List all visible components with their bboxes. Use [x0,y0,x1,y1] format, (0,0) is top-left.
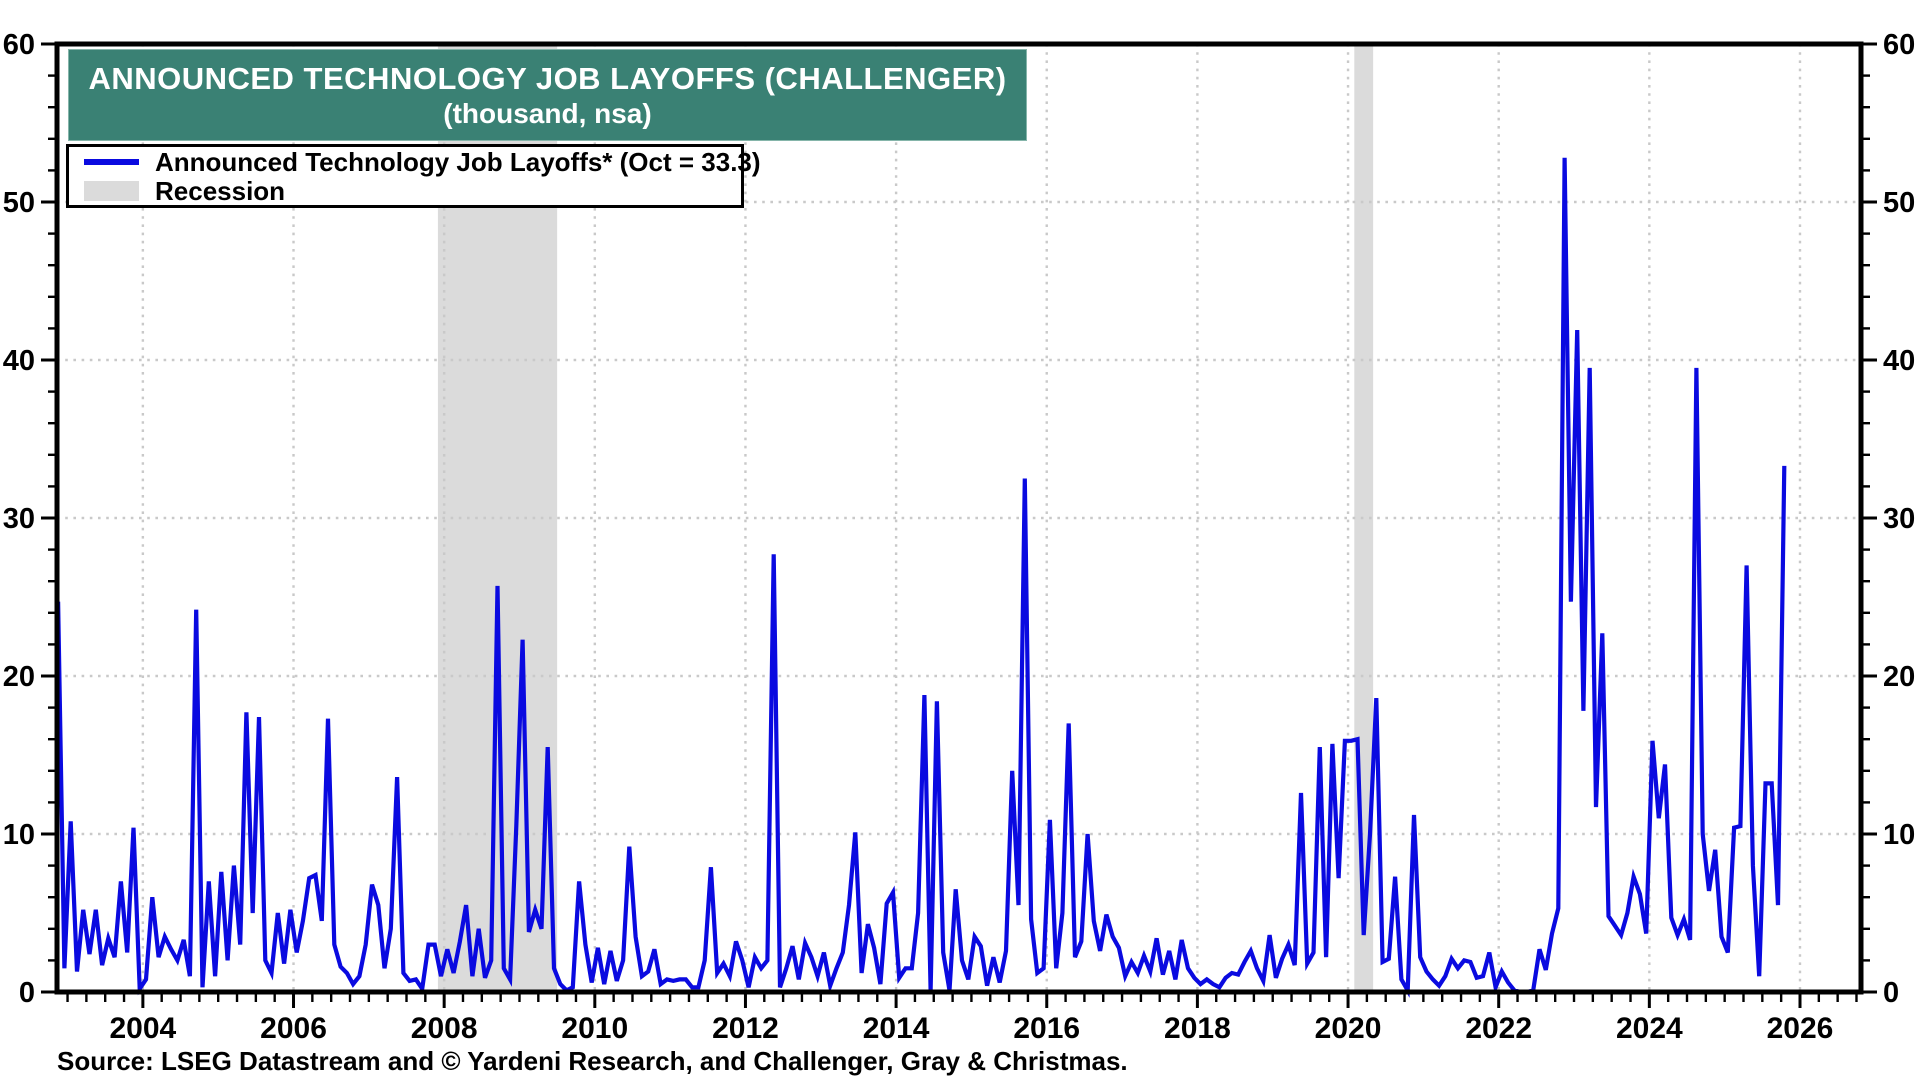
legend-item-recession: Recession [69,178,741,204]
x-tick-label: 2004 [109,1012,176,1045]
y-tick-label-left: 60 [3,29,35,61]
x-tick-label: 2024 [1616,1012,1683,1045]
layoffs-data-line [56,157,1787,998]
x-tick-label: 2016 [1013,1012,1080,1045]
y-tick-label-right: 20 [1883,661,1915,693]
x-tick-label: 2018 [1164,1012,1231,1045]
recession-label: Recession [155,175,286,206]
y-tick-label-right: 40 [1883,345,1915,377]
chart-subtitle: (thousand, nsa) [443,97,652,129]
y-tick-label-left: 40 [3,345,35,377]
y-tick-label-right: 50 [1883,187,1915,219]
x-tick-label: 2014 [863,1012,930,1045]
recession-swatch [84,180,139,201]
series-line-swatch [84,158,139,165]
x-tick-label: 2020 [1315,1012,1382,1045]
y-tick-label-right: 30 [1883,503,1915,535]
x-tick-label: 2006 [260,1012,327,1045]
x-tick-label: 2012 [712,1012,779,1045]
y-tick-label-left: 50 [3,187,35,219]
x-tick-label: 2010 [561,1012,628,1045]
y-tick-label-right: 60 [1883,29,1915,61]
axis-ticks [41,42,1877,1008]
y-tick-label-left: 30 [3,503,35,535]
y-tick-label-right: 10 [1883,819,1915,851]
x-tick-label: 2026 [1767,1012,1834,1045]
chart-title-bar: ANNOUNCED TECHNOLOGY JOB LAYOFFS (CHALLE… [68,49,1027,141]
y-tick-label-left: 0 [19,977,35,1009]
x-tick-label: 2008 [411,1012,478,1045]
y-tick-label-right: 0 [1883,977,1899,1009]
y-tick-label-left: 10 [3,819,35,851]
y-tick-label-left: 20 [3,661,35,693]
series-label: Announced Technology Job Layoffs* (Oct =… [155,146,761,177]
source-attribution: Source: LSEG Datastream and © Yardeni Re… [57,1046,1128,1076]
legend-item-series: Announced Technology Job Layoffs* (Oct =… [69,149,761,175]
chart-title: ANNOUNCED TECHNOLOGY JOB LAYOFFS (CHALLE… [88,60,1007,96]
x-tick-label: 2022 [1465,1012,1532,1045]
legend: Announced Technology Job Layoffs* (Oct =… [66,144,761,208]
